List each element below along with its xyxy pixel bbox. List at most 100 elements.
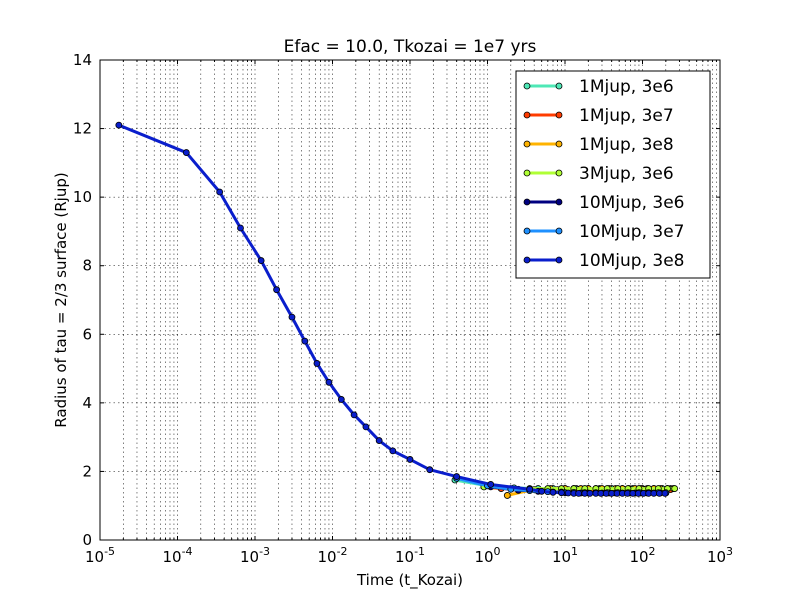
data-point (257, 257, 265, 264)
data-point (503, 492, 511, 499)
x-tick-base: 10 (162, 548, 181, 566)
axis-ticks (99, 59, 721, 541)
x-tick-exponent: -1 (414, 545, 425, 558)
data-point (538, 487, 546, 495)
legend-marker (555, 140, 563, 148)
legend-entry: 1Mjup, 3e7 (523, 106, 674, 126)
legend: 1Mjup, 3e6 1Mjup, 3e7 1Mjup, 3e8 3Mjup, 3e6… (515, 70, 711, 279)
x-tick-label: 10-4 (162, 545, 192, 566)
data-point (426, 466, 434, 474)
y-tick-label: 14 (73, 51, 92, 69)
x-tick-base: 10 (395, 548, 414, 566)
data-point (586, 489, 594, 497)
x-tick-label: 103 (707, 545, 733, 566)
data-point (375, 437, 383, 444)
legend-label: 3Mjup, 3e6 (579, 164, 674, 184)
legend-label: 1Mjup, 3e6 (579, 77, 674, 97)
y-tick-label: 10 (73, 188, 92, 206)
data-point (564, 489, 572, 497)
data-point (526, 485, 534, 493)
data-point (313, 360, 321, 367)
data-point (288, 313, 296, 321)
data-point (453, 473, 461, 480)
data-point (115, 121, 123, 129)
x-tick-label: 10-5 (85, 545, 115, 566)
legend-marker (555, 111, 563, 119)
legend-marker (555, 198, 563, 206)
legend-marker (523, 169, 531, 177)
x-tick-exponent: -4 (182, 545, 193, 558)
chart-title: Efac = 10.0, Tkozai = 1e7 yrs (284, 37, 537, 57)
data-point (661, 489, 669, 497)
legend-marker (555, 82, 563, 90)
data-point (325, 378, 333, 386)
data-point (182, 149, 190, 156)
data-point (655, 489, 663, 497)
y-tick-label: 6 (82, 325, 92, 343)
y-tick-label: 12 (73, 120, 92, 138)
data-point (237, 224, 244, 232)
legend-entries: 1Mjup, 3e6 1Mjup, 3e7 1Mjup, 3e8 3Mjup, 3e6… (523, 77, 685, 271)
y-tick-label: 0 (82, 531, 92, 549)
x-tick-base: 10 (552, 548, 571, 566)
x-tick-exponent: 1 (571, 545, 578, 558)
data-point (389, 447, 397, 455)
data-point (350, 411, 358, 419)
y-tick-label: 8 (82, 257, 92, 275)
x-tick-label: 102 (629, 545, 655, 566)
legend-marker (555, 256, 563, 264)
legend-entry: 10Mjup, 3e7 (523, 222, 685, 242)
data-point (487, 481, 495, 488)
legend-marker (523, 198, 531, 206)
legend-label: 10Mjup, 3e6 (579, 193, 685, 213)
x-tick-exponent: -5 (104, 545, 115, 558)
x-tick-base: 10 (85, 548, 104, 566)
x-tick-label: 10-2 (317, 545, 347, 566)
x-tick-base: 10 (240, 548, 259, 566)
x-tick-label: 101 (552, 545, 578, 566)
plot-series (115, 121, 679, 499)
legend-marker (523, 140, 531, 148)
legend-marker (523, 256, 531, 264)
x-axis-label: Time (t_Kozai) (356, 571, 463, 590)
y-tick-labels: 0 2 4 6 8 10 12 14 (73, 51, 92, 549)
data-point (558, 489, 565, 497)
y-tick-label: 4 (82, 394, 92, 412)
x-tick-exponent: 0 (494, 545, 501, 558)
x-tick-exponent: -2 (337, 545, 348, 558)
legend-entry: 1Mjup, 3e8 (523, 135, 674, 155)
legend-marker (555, 227, 563, 235)
legend-entry: 3Mjup, 3e6 (523, 164, 674, 184)
x-tick-label: 10-3 (240, 545, 270, 566)
series-7 (115, 121, 669, 497)
data-point (406, 456, 414, 463)
data-point (362, 423, 370, 431)
x-tick-label: 10-1 (395, 545, 425, 566)
legend-entry: 1Mjup, 3e6 (523, 77, 674, 97)
x-tick-base: 10 (707, 548, 726, 566)
data-point (273, 286, 281, 294)
data-point (337, 396, 345, 403)
legend-entry: 10Mjup, 3e6 (523, 193, 685, 213)
data-point (549, 488, 557, 496)
legend-marker (523, 227, 531, 235)
x-tick-base: 10 (317, 548, 336, 566)
legend-marker (523, 82, 531, 90)
grid (100, 60, 720, 540)
legend-label: 10Mjup, 3e8 (579, 251, 685, 271)
legend-label: 1Mjup, 3e7 (579, 106, 674, 126)
x-tick-exponent: 2 (649, 545, 656, 558)
x-tick-base: 10 (474, 548, 493, 566)
legend-label: 10Mjup, 3e7 (579, 222, 685, 242)
legend-marker (523, 111, 531, 119)
data-point (671, 485, 679, 492)
x-tick-label: 100 (474, 545, 500, 566)
x-tick-labels: 10-5 10-4 10-3 10-2 10-1 100 101 102 103 (85, 545, 733, 566)
data-point (575, 489, 583, 497)
x-tick-base: 10 (629, 548, 648, 566)
legend-entry: 10Mjup, 3e8 (523, 251, 685, 271)
y-tick-label: 2 (82, 462, 92, 480)
legend-label: 1Mjup, 3e8 (579, 135, 674, 155)
x-tick-exponent: 3 (726, 545, 733, 558)
